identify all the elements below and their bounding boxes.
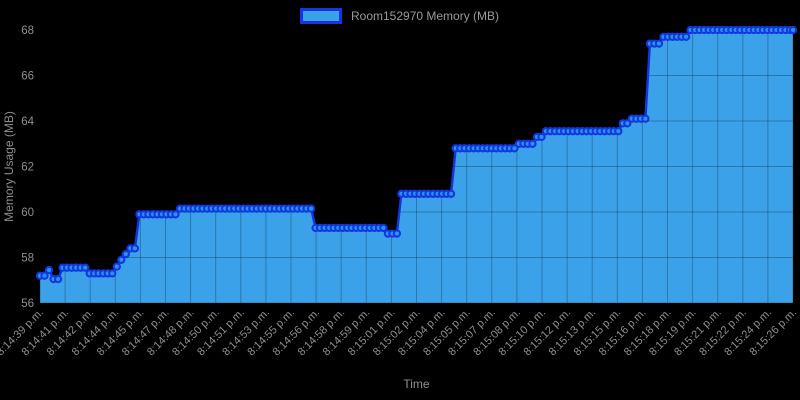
y-tick-label: 64: [21, 116, 34, 128]
y-axis-title: Memory Usage (MB): [2, 111, 16, 222]
y-tick-label: 66: [21, 71, 34, 83]
legend-label: Room152970 Memory (MB): [351, 9, 500, 23]
y-tick-label: 60: [21, 207, 34, 219]
y-tick-label: 56: [21, 298, 34, 310]
y-tick-label: 68: [21, 25, 34, 37]
legend-swatch-icon: [300, 8, 342, 24]
x-axis-title: Time: [403, 377, 430, 391]
x-axis-tick-labels: 8:14:39 p.m.8:14:41 p.m.8:14:42 p.m.8:14…: [0, 307, 799, 359]
y-tick-label: 58: [21, 253, 34, 265]
y-tick-label: 62: [21, 162, 34, 174]
series-area-fill: [40, 30, 793, 303]
y-axis-tick-labels: 56 58 60 62 64 66 68: [21, 25, 34, 310]
series-markers: [35, 25, 798, 284]
legend[interactable]: Room152970 Memory (MB): [300, 8, 499, 24]
